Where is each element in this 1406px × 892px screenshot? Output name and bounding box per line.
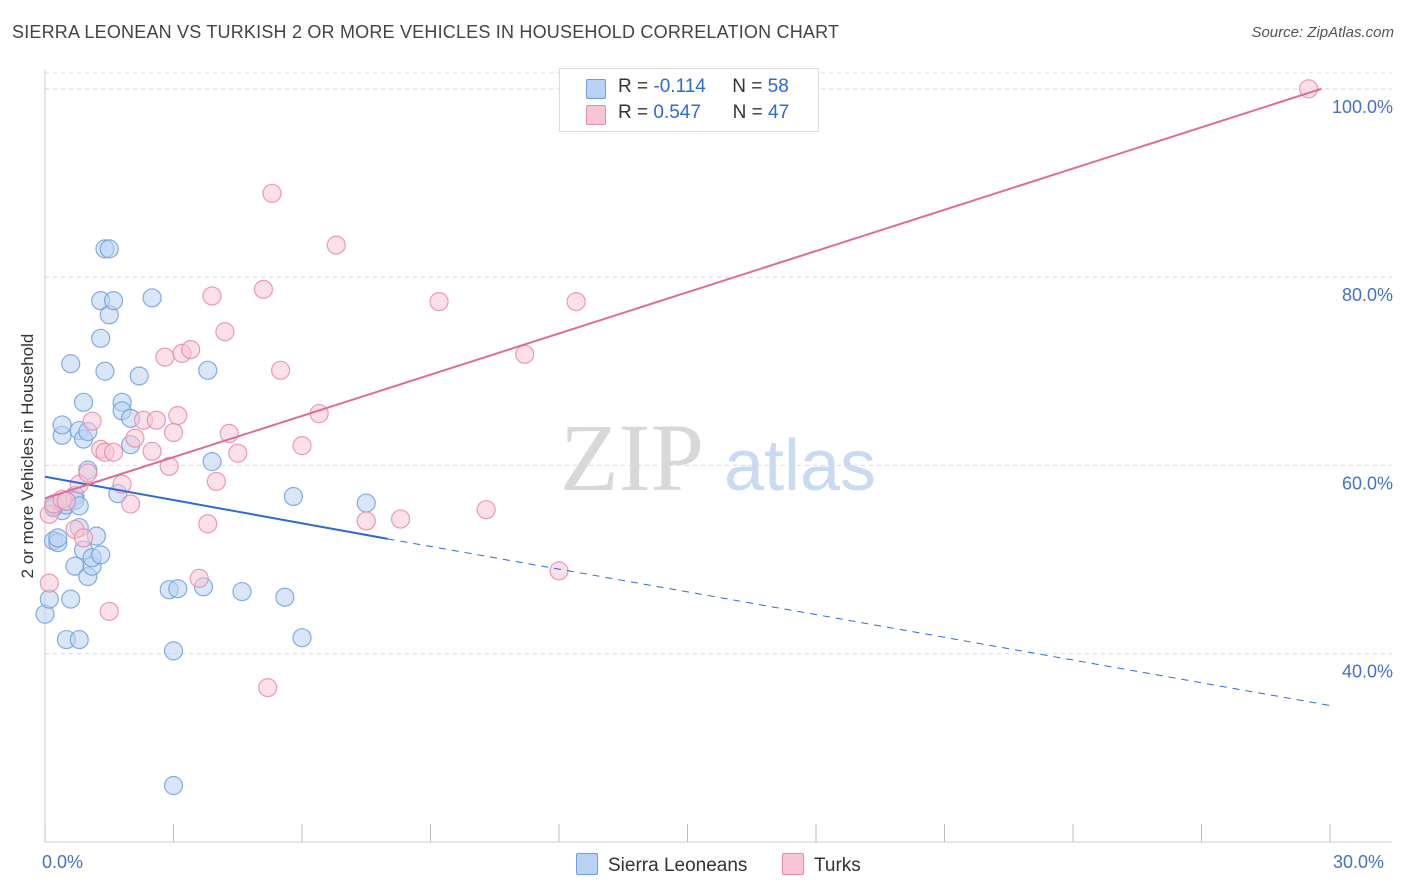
watermark-atlas: atlas [724, 426, 876, 506]
data-point [39, 589, 59, 609]
data-point [198, 360, 218, 380]
data-point [168, 579, 188, 599]
data-point [549, 561, 569, 581]
data-point [125, 428, 145, 448]
trend-line-sierra-leoneans [44, 475, 388, 540]
legend-n-label: N = [732, 76, 763, 97]
data-point [73, 392, 94, 412]
bottom-legend-swatch-pink [782, 853, 804, 875]
bottom-legend-turks: Turks [782, 853, 861, 877]
y-tick-label: 100.0% [1332, 97, 1393, 117]
data-point [326, 235, 346, 255]
chart-title: SIERRA LEONEAN VS TURKISH 2 OR MORE VEHI… [12, 22, 840, 42]
watermark-zip: ZIP [560, 404, 704, 511]
data-point [99, 601, 119, 621]
data-point [163, 775, 184, 796]
legend-n-value: 47 [768, 102, 790, 123]
legend-r-label: R = [618, 76, 649, 97]
bottom-legend-swatch-blue [576, 853, 598, 875]
y-tick-label: 40.0% [1342, 662, 1393, 682]
trend-line-sierra-leoneans-extension [387, 538, 1331, 706]
legend-swatch-pink [586, 105, 606, 125]
data-point [275, 587, 295, 607]
source-credit: Source: ZipAtlas.com [1251, 24, 1394, 41]
data-point [159, 456, 179, 476]
correlation-legend: R = -0.114 N = 58 R = 0.547 N = 47 [559, 68, 819, 132]
data-point [168, 405, 188, 426]
data-point [61, 589, 81, 609]
data-point [48, 528, 68, 548]
data-point [253, 279, 274, 299]
legend-r-value: 0.547 [653, 102, 701, 123]
bottom-legend-label: Turks [814, 855, 861, 876]
data-point [103, 291, 124, 311]
data-point [163, 641, 184, 661]
data-point [91, 545, 111, 565]
legend-r-value: -0.114 [653, 76, 706, 97]
data-point [155, 347, 175, 367]
data-point [61, 354, 81, 374]
data-point [56, 491, 77, 511]
data-points [35, 79, 1319, 796]
data-point [103, 442, 124, 462]
watermark: ZIP atlas [560, 404, 876, 511]
legend-swatch-blue [586, 79, 606, 99]
data-point [73, 528, 94, 548]
data-point [258, 677, 278, 698]
data-point [121, 494, 141, 514]
data-point [198, 514, 218, 534]
data-point [270, 360, 291, 380]
axes [44, 70, 1392, 843]
data-point [69, 629, 89, 650]
data-point [142, 441, 162, 461]
data-point [206, 471, 226, 492]
data-point [292, 436, 312, 456]
data-point [390, 509, 411, 529]
data-point [146, 410, 166, 430]
data-point [262, 183, 282, 203]
x-tick-label-max: 30.0% [1333, 852, 1385, 872]
legend-n-label: N = [732, 102, 763, 123]
data-point [566, 292, 586, 312]
data-point [476, 500, 496, 520]
data-point [215, 322, 235, 342]
data-point [78, 463, 98, 483]
bottom-legend-label: Sierra Leoneans [608, 855, 748, 876]
trend-line-turks [44, 87, 1322, 500]
y-tick-label: 80.0% [1342, 285, 1393, 305]
data-point [39, 573, 59, 593]
bottom-legend-sierra-leoneans: Sierra Leoneans [576, 853, 747, 877]
data-point [356, 493, 376, 513]
data-point [82, 411, 102, 431]
data-point [129, 366, 149, 386]
data-point [52, 415, 72, 435]
gridlines [45, 72, 1392, 655]
data-point [292, 628, 312, 648]
x-tick-label-min: 0.0% [42, 852, 84, 872]
data-point [309, 404, 329, 424]
trend-lines [44, 87, 1331, 706]
data-point [356, 511, 376, 531]
data-point [181, 340, 201, 360]
data-point [91, 328, 111, 348]
data-point [163, 422, 184, 443]
data-point [202, 452, 222, 472]
data-point [202, 286, 222, 306]
data-point [429, 292, 449, 312]
data-point [1298, 79, 1319, 99]
data-point [99, 239, 119, 259]
data-point [112, 474, 132, 494]
legend-n-value: 58 [767, 76, 789, 97]
data-point [142, 288, 162, 308]
data-point [189, 568, 209, 588]
data-point [95, 361, 115, 381]
data-point [232, 581, 252, 602]
data-point [228, 443, 248, 463]
data-point [283, 486, 304, 507]
legend-r-label: R = [618, 102, 649, 123]
y-tick-labels: 40.0% 60.0% 80.0% 100.0% [1332, 97, 1393, 682]
y-tick-label: 60.0% [1342, 473, 1393, 493]
data-point [515, 344, 535, 364]
